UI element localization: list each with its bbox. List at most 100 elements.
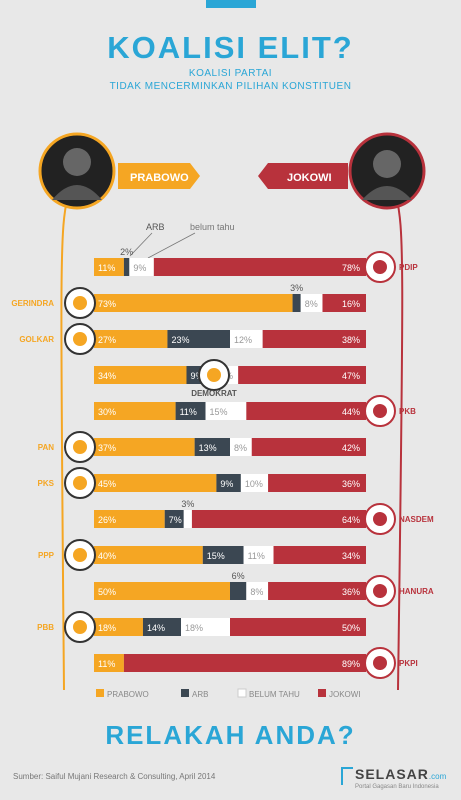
data-label-pbb-2: 18% xyxy=(185,623,203,633)
data-label-golkar-0: 27% xyxy=(98,335,116,345)
data-label-gerindra-0: 73% xyxy=(98,299,116,309)
data-label-golkar-2: 12% xyxy=(234,335,252,345)
data-label-nasdem-2: 3% xyxy=(181,499,194,509)
bar-segment-pbb-3 xyxy=(230,618,366,636)
bar-segment-demokrat-0 xyxy=(94,366,187,384)
bar-segment-nasdem-3 xyxy=(191,510,366,528)
data-label-pan-3: 42% xyxy=(342,443,360,453)
party-label-pbb: PBB xyxy=(37,623,54,632)
data-label-nasdem-0: 26% xyxy=(98,515,116,525)
legend-label-0: PRABOWO xyxy=(107,690,149,699)
bar-segment-pkb-2 xyxy=(205,402,247,420)
data-label-ppp-0: 40% xyxy=(98,551,116,561)
subtitle-line-2: TIDAK MENCERMINKAN PILIHAN KONSTITUEN xyxy=(109,81,352,92)
data-label-pdip-0: 11% xyxy=(98,263,115,273)
brand-logo[interactable]: SELASAR.com Portal Gagasan Baru Indonesi… xyxy=(341,766,446,790)
party-label-pkpi: PKPI xyxy=(399,659,418,668)
data-label-pkpi-3: 89% xyxy=(342,659,360,669)
data-label-pkpi-0: 11% xyxy=(98,659,115,669)
bar-segment-golkar-0 xyxy=(94,330,168,348)
bar-segment-pks-0 xyxy=(94,474,217,492)
bar-segment-pks-3 xyxy=(268,474,366,492)
data-label-golkar-3: 38% xyxy=(342,335,360,345)
jokowi-face-icon xyxy=(373,150,401,178)
data-label-ppp-3: 34% xyxy=(342,551,360,561)
data-label-pdip-2: 9% xyxy=(133,263,146,273)
bar-segment-gerindra-3 xyxy=(322,294,366,312)
bar-segment-pkb-1 xyxy=(175,402,206,420)
page-title: KOALISI ELIT? xyxy=(107,30,354,65)
bar-segment-nasdem-1 xyxy=(164,510,184,528)
banyan-tree-icon-mark xyxy=(73,332,87,346)
data-label-gerindra-1: 3% xyxy=(290,283,303,293)
bar-segment-pkb-3 xyxy=(246,402,366,420)
bar-segment-gerindra-1 xyxy=(292,294,301,312)
bull-icon-mark xyxy=(373,260,387,274)
bar-segment-pbb-0 xyxy=(94,618,143,636)
party-label-pdip: PDIP xyxy=(399,263,418,272)
jokowi-tag xyxy=(258,163,348,189)
bar-segment-golkar-3 xyxy=(262,330,366,348)
data-label-pan-2: 8% xyxy=(234,443,247,453)
mercedes-star-icon-mark xyxy=(207,368,221,382)
bar-segment-hanura-0 xyxy=(94,582,230,600)
arb-callout-line xyxy=(129,232,153,257)
bar-segment-ppp-3 xyxy=(273,546,366,564)
data-label-pkb-3: 44% xyxy=(342,407,360,417)
legend-swatch-2 xyxy=(237,688,247,698)
bar-segment-golkar-2 xyxy=(230,330,263,348)
data-label-gerindra-2: 8% xyxy=(305,299,318,309)
data-label-pdip-1: 2% xyxy=(120,247,133,257)
party-label-pan: PAN xyxy=(38,443,55,452)
belum-tahu-callout: belum tahu xyxy=(190,222,235,232)
bar-segment-ppp-2 xyxy=(243,546,274,564)
bar-segment-pks-2 xyxy=(240,474,269,492)
prabowo-label: PRABOWO xyxy=(130,172,189,184)
data-label-pan-1: 13% xyxy=(199,443,217,453)
data-label-nasdem-3: 64% xyxy=(342,515,360,525)
legend-label-1: ARB xyxy=(192,690,208,699)
bar-segment-gerindra-0 xyxy=(94,294,293,312)
bar-segment-pkb-0 xyxy=(94,402,176,420)
bar-segment-hanura-3 xyxy=(268,582,366,600)
legend-swatch-3 xyxy=(318,689,326,697)
bar-segment-pkpi-3 xyxy=(123,654,366,672)
arb-callout: ARB xyxy=(146,222,165,232)
closing-question: RELAKAH ANDA? xyxy=(105,720,356,750)
jokowi-line xyxy=(395,194,404,691)
data-label-ppp-2: 11% xyxy=(248,551,265,561)
prabowo-tag xyxy=(118,163,200,189)
data-label-pdip-3: 78% xyxy=(342,263,360,273)
data-label-pks-2: 10% xyxy=(245,479,263,489)
bar-segment-ppp-0 xyxy=(94,546,203,564)
crescent-star-icon-mark xyxy=(73,620,87,634)
bar-segment-hanura-2 xyxy=(246,582,269,600)
brand-name: SELASAR xyxy=(355,766,429,782)
bar-segment-ppp-1 xyxy=(202,546,244,564)
crescent-rice-icon-mark xyxy=(73,476,87,490)
top-tab xyxy=(206,0,256,8)
pkpi-shield-icon-mark xyxy=(373,656,387,670)
party-label-pks: PKS xyxy=(38,479,55,488)
jokowi-label: JOKOWI xyxy=(287,172,332,184)
sun-icon-mark xyxy=(73,440,87,454)
party-label-ppp: PPP xyxy=(38,551,55,560)
bar-segment-pks-1 xyxy=(216,474,241,492)
jokowi-shoulder-icon xyxy=(362,186,412,200)
party-label-demokrat: DEMOKRAT xyxy=(191,389,237,398)
globe-stars-icon-mark xyxy=(373,404,387,418)
legend-swatch-1 xyxy=(181,689,189,697)
bar-segment-pdip-3 xyxy=(153,258,366,276)
data-label-ppp-1: 15% xyxy=(207,551,225,561)
prabowo-line xyxy=(60,194,69,691)
garuda-icon-mark xyxy=(73,296,87,310)
data-label-gerindra-3: 16% xyxy=(342,299,360,309)
legend-label-2: BELUM TAHU xyxy=(249,690,300,699)
data-label-hanura-0: 50% xyxy=(98,587,116,597)
kaaba-icon-mark xyxy=(73,548,87,562)
data-label-pkb-2: 15% xyxy=(210,407,228,417)
selasar-icon xyxy=(341,767,353,785)
data-label-pbb-0: 18% xyxy=(98,623,116,633)
prabowo-shoulder-icon xyxy=(52,185,102,200)
data-label-demokrat-0: 34% xyxy=(98,371,116,381)
